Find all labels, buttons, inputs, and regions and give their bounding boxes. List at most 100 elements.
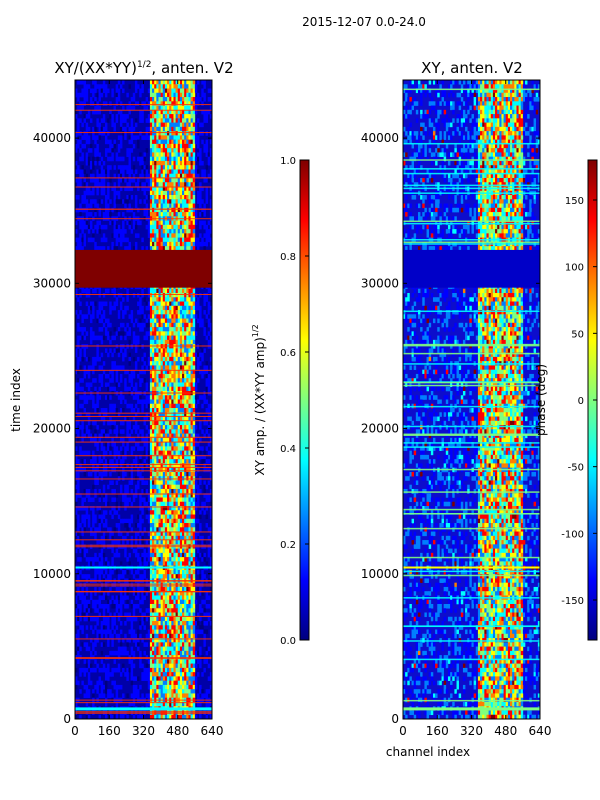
heatmap-cell xyxy=(160,212,164,217)
heatmap-cell xyxy=(94,97,97,102)
heatmap-cell xyxy=(167,182,170,187)
heatmap-cell xyxy=(205,373,209,379)
heatmap-cell xyxy=(147,395,151,400)
heatmap-cell xyxy=(190,412,194,417)
heatmap-cell xyxy=(119,109,123,115)
heatmap-cell xyxy=(134,84,138,89)
heatmap-cell xyxy=(190,173,194,179)
heatmap-cell xyxy=(130,408,134,413)
heatmap-cell xyxy=(188,207,191,213)
heatmap-cell xyxy=(83,233,86,238)
heatmap-cell xyxy=(92,173,95,179)
heatmap-cell xyxy=(87,190,91,196)
heatmap-cell xyxy=(167,173,170,179)
heatmap-cell xyxy=(113,429,116,434)
heatmap-cell xyxy=(152,484,155,490)
heatmap-cell xyxy=(194,386,198,392)
heatmap-cell xyxy=(192,399,196,405)
heatmap-cell xyxy=(194,305,198,311)
heatmap-cell xyxy=(177,386,181,392)
heatmap-cell xyxy=(147,293,151,298)
heatmap-cell xyxy=(89,561,93,566)
heatmap-cell xyxy=(87,135,91,140)
heatmap-cell xyxy=(162,122,166,128)
heatmap-cell xyxy=(89,331,93,336)
heatmap-cell xyxy=(81,386,84,392)
heatmap-cell xyxy=(102,497,106,503)
heatmap-cell xyxy=(173,156,176,162)
heatmap-cell xyxy=(169,339,172,345)
heatmap-cell xyxy=(169,523,172,528)
heatmap-cell xyxy=(164,531,168,537)
heatmap-cell xyxy=(102,535,106,541)
heatmap-cell xyxy=(124,352,127,358)
heatmap-cell xyxy=(160,297,164,302)
heatmap-cell xyxy=(179,493,183,498)
heatmap-cell xyxy=(132,105,136,111)
heatmap-cell xyxy=(139,471,142,477)
heatmap-cell xyxy=(194,484,198,490)
heatmap-cell xyxy=(205,199,209,204)
heatmap-cell xyxy=(164,293,168,298)
heatmap-cell xyxy=(197,143,200,149)
heatmap-cell xyxy=(75,471,78,477)
heatmap-cell xyxy=(149,105,153,111)
heatmap-cell xyxy=(182,569,185,575)
heatmap-cell xyxy=(184,467,187,473)
heatmap-cell xyxy=(75,382,78,388)
heatmap-cell xyxy=(186,84,189,89)
heatmap-cell xyxy=(130,527,134,532)
heatmap-cell xyxy=(115,586,119,592)
heatmap-cell xyxy=(167,101,170,106)
heatmap-cell xyxy=(130,369,134,375)
heatmap-cell xyxy=(96,463,99,468)
heatmap-cell xyxy=(128,165,131,170)
heatmap-cell xyxy=(182,369,185,375)
heatmap-cell xyxy=(141,467,144,473)
heatmap-cell xyxy=(104,493,108,498)
heatmap-cell xyxy=(100,518,104,524)
heatmap-cell xyxy=(197,173,200,179)
heatmap-cell xyxy=(175,212,179,217)
heatmap-cell xyxy=(96,506,99,511)
heatmap-cell xyxy=(141,114,144,119)
heatmap-cell xyxy=(124,199,127,204)
heatmap-cell xyxy=(175,412,179,417)
heatmap-cell xyxy=(158,373,161,379)
heatmap-cell xyxy=(81,514,84,520)
heatmap-cell xyxy=(164,510,168,515)
heatmap-cell xyxy=(79,582,82,588)
heatmap-cell xyxy=(184,395,187,400)
heatmap-cell xyxy=(87,114,91,119)
heatmap-cell xyxy=(188,442,191,447)
heatmap-cell xyxy=(167,139,170,145)
heatmap-cell xyxy=(169,135,172,140)
heatmap-cell xyxy=(186,122,189,128)
heatmap-cell xyxy=(175,501,179,507)
heatmap-cell xyxy=(92,603,95,609)
heatmap-cell xyxy=(203,395,206,400)
heatmap-cell xyxy=(167,373,170,379)
heatmap-cell xyxy=(77,433,80,439)
heatmap-cell xyxy=(171,395,174,400)
heatmap-cell xyxy=(182,412,185,417)
heatmap-cell xyxy=(167,165,170,170)
heatmap-cell xyxy=(117,531,121,537)
heatmap-cell xyxy=(94,126,97,132)
heatmap-cell xyxy=(199,195,202,200)
heatmap-cell xyxy=(171,531,174,537)
heatmap-cell xyxy=(100,446,104,451)
heatmap-cell xyxy=(184,314,187,319)
heatmap-cell xyxy=(81,459,84,464)
heatmap-cell xyxy=(119,135,123,140)
heatmap-cell xyxy=(188,339,191,345)
heatmap-cell xyxy=(96,148,99,153)
heatmap-cell xyxy=(158,139,161,145)
heatmap-cell xyxy=(175,378,179,383)
heatmap-cell xyxy=(190,527,194,532)
heatmap-cell xyxy=(152,527,155,532)
heatmap-cell xyxy=(171,314,174,319)
heatmap-cell xyxy=(194,135,198,140)
heatmap-cell xyxy=(122,229,125,234)
heatmap-cell xyxy=(158,241,161,247)
